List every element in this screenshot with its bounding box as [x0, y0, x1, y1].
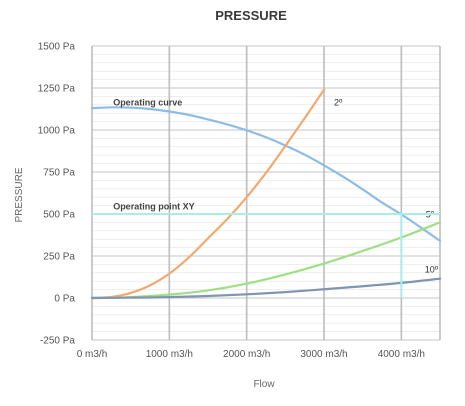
- series-line-five_deg: [90, 221, 442, 300]
- y-tick-label: 1250 Pa: [38, 84, 76, 95]
- y-tick-label: 500 Pa: [43, 210, 75, 221]
- x-tick-label: 3000 m3/h: [300, 349, 347, 360]
- series-line-ten_deg: [90, 277, 442, 300]
- operating-curve-label: Operating curve: [113, 97, 182, 107]
- x-tick-label: 1000 m3/h: [146, 349, 193, 360]
- x-axis-label: Flow: [253, 379, 275, 390]
- y-tick-label: 1000 Pa: [38, 126, 76, 137]
- axes: -250 Pa 0 Pa 250 Pa 500 Pa 750 Pa 1000 Pa 1250…: [38, 42, 425, 361]
- y-tick-label: 0 Pa: [54, 294, 75, 305]
- x-tick-label: 2000 m3/h: [223, 349, 270, 360]
- y-tick-label: 250 Pa: [43, 252, 75, 263]
- series-label-ten_deg: 10º: [425, 265, 439, 275]
- overlay-layer: Operating curve Operating point XY: [92, 97, 440, 298]
- x-tick-label: 0 m3/h: [77, 349, 108, 360]
- series-line-operating: [90, 106, 442, 242]
- y-tick-label: 1500 Pa: [38, 42, 76, 53]
- chart-title: PRESSURE: [215, 8, 287, 23]
- series-layer: 2º5º10º: [90, 88, 442, 300]
- x-tick-label: 4000 m3/h: [378, 349, 425, 360]
- series-line-two_deg: [90, 88, 326, 300]
- y-axis-label: PRESSURE: [14, 167, 25, 222]
- y-tick-label: 750 Pa: [43, 168, 75, 179]
- series-label-two_deg: 2º: [334, 98, 343, 108]
- operating-point-label: Operating point XY: [113, 201, 195, 211]
- y-tick-label: -250 Pa: [40, 336, 75, 347]
